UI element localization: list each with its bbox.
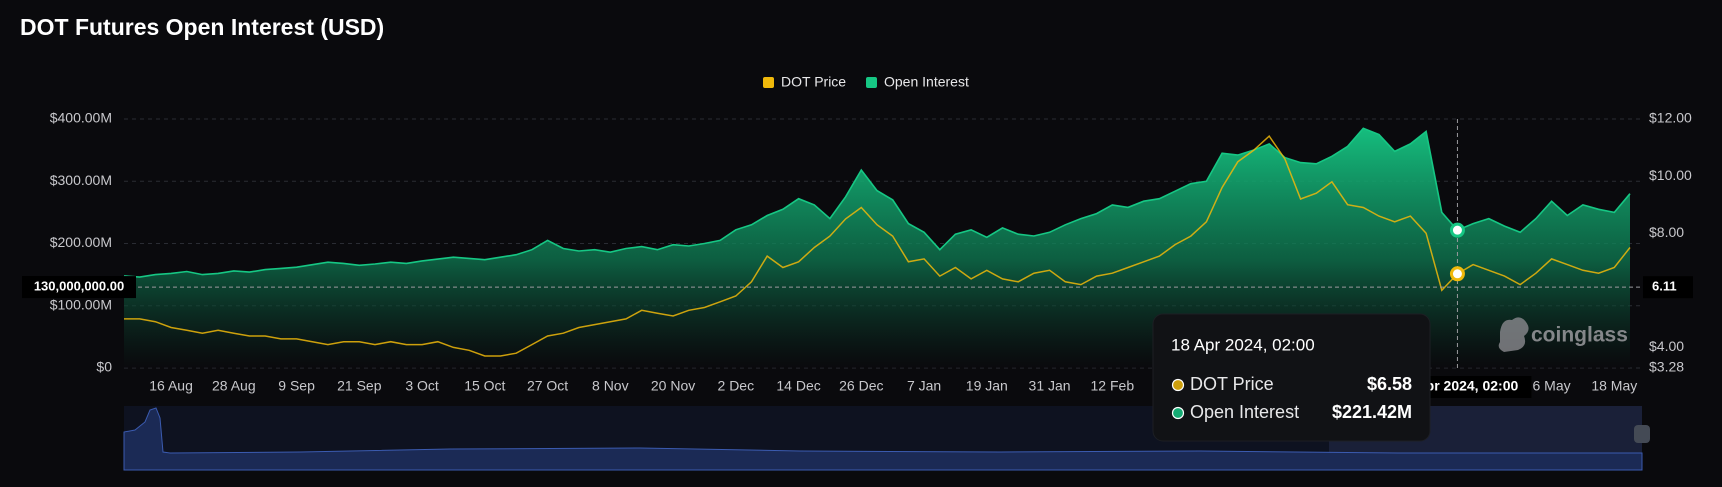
tooltip-name: Open Interest <box>1190 402 1299 422</box>
tooltip-value: $6.58 <box>1367 374 1412 394</box>
y2-tick-label: $3.28 <box>1649 359 1684 375</box>
x-tick-label: 20 Nov <box>651 378 695 394</box>
watermark: coinglass <box>1531 324 1628 347</box>
tooltip-title: 18 Apr 2024, 02:00 <box>1171 335 1315 354</box>
navigator-handle[interactable] <box>1634 425 1650 443</box>
x-tick-label: 6 May <box>1533 378 1571 394</box>
x-tick-label: 19 Jan <box>966 378 1008 394</box>
tooltip <box>1152 313 1431 442</box>
x-tick-label: 15 Oct <box>464 378 505 394</box>
area-fill <box>124 128 1630 368</box>
y-tick-label: $400.00M <box>50 110 112 126</box>
y-tick-label: $300.00M <box>50 172 112 188</box>
watermark-logo <box>1498 317 1529 352</box>
y-tick-label: $0 <box>96 359 112 375</box>
x-tick-label: 18 May <box>1591 378 1637 394</box>
y-tick-label: $100.00M <box>50 296 112 312</box>
x-tick-label: 31 Jan <box>1029 378 1071 394</box>
y2-tick-label: $12.00 <box>1649 110 1692 126</box>
x-tick-label: 9 Sep <box>278 378 315 394</box>
x-tick-label: 3 Oct <box>405 378 439 394</box>
legend-label: DOT Price <box>781 74 846 90</box>
x-tick-label: 16 Aug <box>149 378 193 394</box>
tooltip-dot <box>1171 406 1185 420</box>
hover-point <box>1449 266 1465 282</box>
y2-tick-label: $8.00 <box>1649 224 1684 240</box>
crosshair-y2-label-bg <box>1643 276 1693 299</box>
tooltip-value: $221.42M <box>1332 402 1412 422</box>
tooltip-dot <box>1171 378 1185 392</box>
tooltip-name: DOT Price <box>1190 374 1274 394</box>
chart-title: DOT Futures Open Interest (USD) <box>20 14 384 40</box>
x-tick-label: 26 Dec <box>839 378 883 394</box>
hover-point <box>1449 222 1465 238</box>
navigator-area <box>123 407 1643 471</box>
crosshair-y2-label: 6.11 <box>1652 279 1677 294</box>
area-line <box>123 127 1631 278</box>
crosshair-y-label-bg <box>22 276 136 299</box>
x-tick-label: 14 Dec <box>776 378 820 394</box>
price-line <box>124 134 1631 357</box>
x-tick-label: 21 Sep <box>337 378 382 394</box>
y2-tick-label: $4.00 <box>1649 338 1684 354</box>
x-tick-label: 2 Dec <box>718 378 755 394</box>
legend-label: Open Interest <box>884 74 969 90</box>
y2-tick-label: $10.00 <box>1649 167 1692 183</box>
x-tick-label: 28 Aug <box>212 378 256 394</box>
crosshair-y-label: 130,000,000.00 <box>34 279 124 294</box>
x-tick-label: 8 Nov <box>592 378 629 394</box>
legend-swatch <box>866 77 877 88</box>
legend-swatch <box>763 77 774 88</box>
y-tick-label: $200.00M <box>50 234 112 250</box>
x-tick-label: 7 Jan <box>907 378 941 394</box>
x-tick-label: 27 Oct <box>527 378 568 394</box>
x-tick-label: 12 Feb <box>1091 378 1135 394</box>
